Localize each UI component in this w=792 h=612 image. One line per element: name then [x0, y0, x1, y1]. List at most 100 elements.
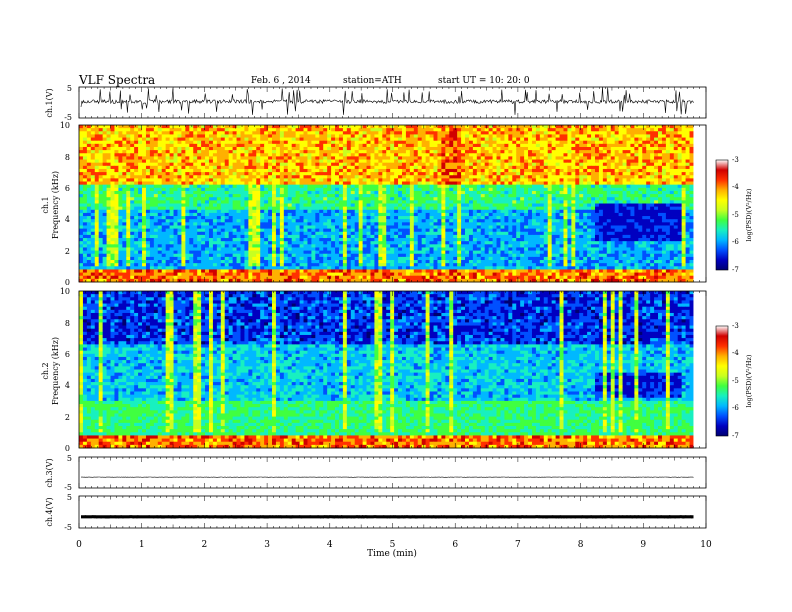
ch1-spectrogram-cell [551, 165, 556, 170]
ch1-spectrogram-cell [429, 200, 434, 204]
ch1-spectrogram-cell [425, 172, 430, 176]
ch1-spectrogram-cell [185, 184, 190, 189]
ch1-spectrogram-cell [500, 156, 505, 160]
ch1-spectrogram-cell [626, 146, 631, 151]
ch1-spectrogram-cell [295, 162, 300, 167]
ch1-spectrogram-cell [445, 165, 450, 170]
ch1-spectrogram-cell [350, 165, 356, 170]
ch1-spectrogram-cell [307, 150, 312, 154]
ch1-spectrogram-cell [216, 156, 222, 160]
ch1-spectrogram-cell [551, 134, 556, 138]
ch1-spectrogram-cell [362, 162, 367, 167]
ch1-spectrogram-cell [142, 216, 147, 220]
ch1-spectrogram-cell [216, 125, 222, 129]
ch1-spectrogram-cell [500, 203, 505, 208]
ch1-spectrogram-cell [126, 143, 131, 148]
ch1-spectrogram-cell [405, 125, 411, 129]
ch1-spectrogram-cell [413, 134, 419, 138]
ch1-spectrogram-cell [311, 150, 316, 154]
ch1-spectrogram-cell [138, 159, 143, 164]
ch1-spectrogram-cell [382, 212, 387, 217]
ch1-spectrogram-cell [236, 216, 241, 220]
ch1-spectrogram-cell [201, 194, 206, 198]
ch1-spectrogram-cell [614, 153, 620, 157]
ch1-spectrogram-cell [295, 143, 300, 148]
ch1-spectrogram-cell [465, 168, 470, 173]
ch1-spectrogram-cell [468, 178, 474, 182]
ch1-spectrogram-cell [480, 143, 486, 148]
ch1-spectrogram-cell [528, 165, 533, 170]
ch1-spectrogram-cell [102, 181, 107, 186]
ch1-spectrogram-cell [299, 181, 304, 186]
ch1-spectrogram-cell [468, 140, 474, 145]
ch1-spectrogram-cell [323, 216, 328, 220]
ch1-spectrogram-cell [216, 222, 222, 226]
ch1-spectrogram-cell [212, 125, 218, 129]
ch1-spectrogram-cell [390, 137, 395, 142]
ch1-spectrogram-cell [354, 194, 360, 198]
ch1-spectrogram-cell [295, 128, 300, 132]
ch1-spectrogram-cell [563, 168, 568, 173]
ch1-spectrogram-cell [669, 137, 675, 142]
ch1-spectrogram-cell [358, 181, 363, 186]
ch1-spectrogram-cell [650, 190, 655, 195]
ch1-spectrogram-cell [260, 153, 265, 157]
ch1-spectrogram-cell [201, 153, 206, 157]
ch1-spectrogram-cell [610, 140, 616, 145]
ch1-spectrogram-cell [681, 143, 686, 148]
ch1-spectrogram-cell [126, 203, 131, 208]
ch1-spectrogram-cell [433, 125, 438, 129]
ch1-spectrogram-cell [366, 131, 371, 135]
ch1-spectrogram-cell [98, 203, 104, 208]
ch1-spectrogram-cell [114, 219, 119, 223]
ch1-spectrogram-cell [433, 190, 438, 195]
ch1-spectrogram-cell [212, 137, 218, 142]
ch1-spectrogram-cell [366, 190, 371, 195]
ch1-spectrogram-cell [374, 125, 379, 129]
ch1-spectrogram-cell [252, 159, 257, 164]
ch1-spectrogram-cell [587, 134, 592, 138]
ch1-spectrogram-cell [413, 159, 419, 164]
ch1-spectrogram-cell [571, 137, 576, 142]
ch1-spectrogram-cell [382, 153, 387, 157]
ch1-spectrogram-cell [114, 134, 119, 138]
ch1-spectrogram-cell [398, 203, 403, 208]
ch1-spectrogram-cell [480, 209, 486, 214]
ch1-spectrogram-cell [256, 153, 261, 157]
ch1-spectrogram-cell [153, 206, 159, 211]
ch1-spectrogram-cell [240, 146, 245, 151]
ch1-spectrogram-cell [106, 172, 111, 176]
ch1-spectrogram-cell [220, 137, 226, 142]
ch1-spectrogram-cell [118, 125, 123, 129]
ch1-spectrogram-cell [287, 194, 293, 198]
ch1-spectrogram-cell [417, 159, 423, 164]
ch1-spectrogram-cell [335, 137, 340, 142]
ch1-spectrogram-cell [417, 156, 423, 160]
ch1-spectrogram-cell [102, 162, 107, 167]
ch1-spectrogram-cell [654, 197, 659, 201]
ch1-spectrogram-cell [673, 143, 679, 148]
ch1-spectrogram-cell [354, 153, 360, 157]
ch1-spectrogram-cell [201, 140, 206, 145]
ch1-spectrogram-cell [279, 128, 285, 132]
ch1-spectrogram-cell [618, 140, 623, 145]
ch1-spectrogram-cell [453, 203, 458, 208]
ch1-spectrogram-cell [126, 162, 131, 167]
ch1-spectrogram-cell [449, 150, 454, 154]
ch1-spectrogram-cell [287, 184, 293, 189]
ch1-spectrogram-cell [579, 194, 584, 198]
ch1-spectrogram-cell [484, 200, 490, 204]
ch1-spectrogram-cell [579, 197, 584, 201]
ch1-spectrogram-cell [201, 178, 206, 182]
ch1-spectrogram-cell [331, 134, 336, 138]
ch1-spectrogram-cell [272, 140, 277, 145]
ch1-spectrogram-cell [413, 212, 419, 217]
ch1-spectrogram-cell [272, 194, 277, 198]
ch1-spectrogram-cell [331, 190, 336, 195]
ch1-spectrogram-cell [327, 128, 332, 132]
ch1-spectrogram-cell [256, 212, 261, 217]
ch1-spectrogram-cell [622, 131, 627, 135]
ch1-spectrogram-cell [173, 153, 178, 157]
ch1-spectrogram-cell [252, 200, 257, 204]
ch1-spectrogram-cell [465, 143, 470, 148]
